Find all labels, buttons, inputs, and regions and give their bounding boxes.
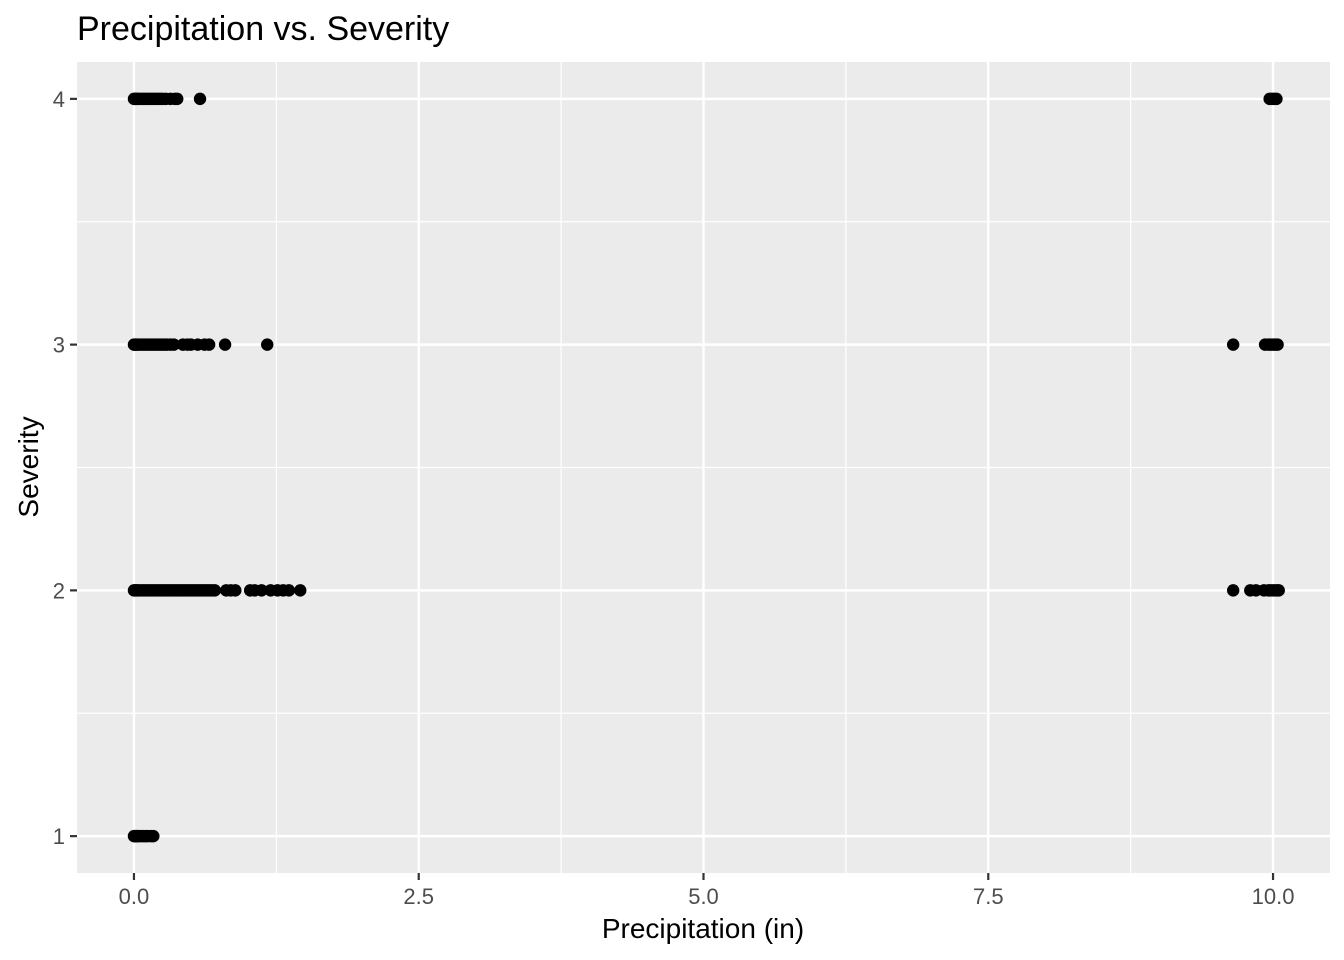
y-tick-label: 4 (53, 87, 65, 112)
y-tick-label: 1 (53, 824, 65, 849)
x-tick-label: 5.0 (688, 884, 719, 909)
data-point (218, 338, 232, 351)
data-point (255, 584, 268, 597)
data-point (147, 829, 160, 843)
data-point (1272, 584, 1285, 597)
data-points (127, 92, 1285, 843)
x-tick-label: 0.0 (119, 884, 150, 909)
chart-title: Precipitation vs. Severity (77, 10, 449, 48)
data-point (1270, 92, 1283, 106)
data-point (229, 584, 242, 597)
data-point (1226, 338, 1240, 351)
x-axis-title: Precipitation (in) (602, 913, 804, 944)
y-tick-label: 3 (53, 333, 65, 358)
data-point (261, 338, 274, 351)
data-point (294, 584, 307, 597)
major-gridlines (77, 62, 1330, 873)
data-point (193, 92, 207, 106)
data-point (208, 584, 222, 597)
y-axis: 1 2 3 4 (53, 87, 77, 849)
data-point (1271, 338, 1284, 351)
y-tick-label: 2 (53, 578, 65, 603)
data-point (202, 338, 216, 351)
x-axis: 0.0 2.5 5.0 7.5 10.0 (119, 873, 1295, 909)
y-axis-title: Severity (13, 416, 44, 517)
x-tick-label: 2.5 (403, 884, 434, 909)
data-point (167, 338, 181, 351)
data-point (1226, 584, 1240, 597)
x-tick-label: 10.0 (1252, 884, 1295, 909)
data-point (171, 92, 184, 106)
x-tick-label: 7.5 (973, 884, 1004, 909)
data-point (282, 584, 296, 597)
